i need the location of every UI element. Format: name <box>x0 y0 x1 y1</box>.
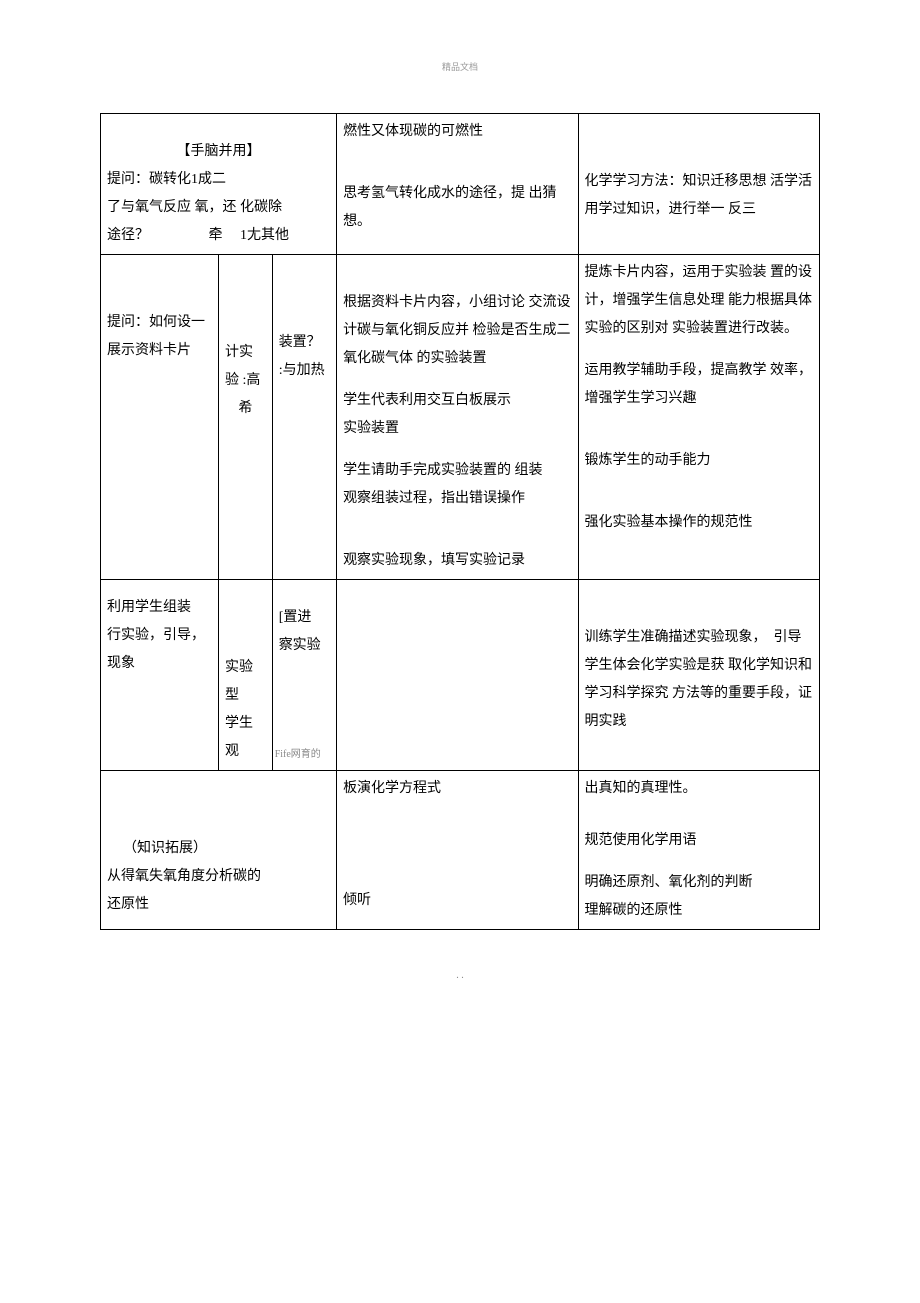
text-line: [置进 <box>279 604 330 632</box>
text-line: 思考氢气转化成水的途径，提 出猜想。 <box>343 180 571 236</box>
text-line: :与加热 <box>279 357 330 385</box>
text-line: 学生观 <box>225 710 266 766</box>
cell-sub-b: 装置？ :与加热 <box>272 255 336 580</box>
text-line: 运用教学辅助手段，提高教学 效率，增强学生学习兴趣 <box>585 357 813 413</box>
text-line: 从得氧失氧角度分析碳的 <box>107 863 330 891</box>
cell-teacher-activity: 燃性又体现碳的可燃性 【手脑并用】 提问：碳转化1成二 了与氧气反应 氧，还 化… <box>101 114 337 255</box>
text-line: 观察组装过程，指出错误操作 <box>343 485 571 513</box>
text-line: 提炼卡片内容，运用于实验装 置的设计，增强学生信息处理 能力根据具体实验的区别对… <box>585 259 813 343</box>
text-line: 学生请助手完成实验装置的 组装 <box>343 457 571 485</box>
text-line: 板演化学方程式 <box>343 775 571 803</box>
cell-design-intent: 提炼卡片内容，运用于实验装 置的设计，增强学生信息处理 能力根据具体实验的区别对… <box>578 255 819 580</box>
text-line: 理解碳的还原性 <box>585 897 813 925</box>
cell-teacher-activity: 利用学生组装 行实验，引导， 现象 <box>101 580 219 771</box>
cell-student-activity: 根据资料卡片内容，小组讨论 交流设计碳与氧化铜反应并 检验是否生成二氧化碳气体 … <box>337 255 578 580</box>
text-line: 训练学生准确描述实验现象， 引导学生体会化学实验是获 取化学知识和学习科学探究 … <box>585 624 813 736</box>
text-line: 利用学生组装 <box>107 594 212 622</box>
header-watermark: 精品文档 <box>100 60 820 73</box>
text-line: 验 :高 <box>225 367 266 395</box>
text-line: 出真知的真理性。 <box>585 775 813 803</box>
footnote-text: Fife <box>275 749 291 760</box>
cell-sub-b: [置进 察实验 Fife网育的 <box>272 580 336 771</box>
lesson-plan-table: 燃性又体现碳的可燃性 【手脑并用】 提问：碳转化1成二 了与氧气反应 氧，还 化… <box>100 113 820 930</box>
text-line: 提问：碳转化1成二 <box>107 166 330 194</box>
text-line: 倾听 <box>343 887 571 915</box>
text-line: 计实 <box>225 339 266 367</box>
text-line: 【手脑并用】 <box>107 138 330 166</box>
footer-mark: . . <box>100 970 820 981</box>
text-line: 学生代表利用交互白板展示 <box>343 387 571 415</box>
cell-sub-a: 实验型 学生观 <box>219 580 273 771</box>
cell-teacher-activity: 提问：如何设一 展示资料卡片 <box>101 255 219 580</box>
text-line: 实验装置 <box>343 415 571 443</box>
text-line: 还原性 <box>107 891 330 919</box>
table-row: 利用学生组装 行实验，引导， 现象 实验型 学生观 [置进 察实验 Fife网育… <box>101 580 820 771</box>
text-line: 察实验 <box>279 632 330 660</box>
cell-student-activity: 燃性又体现碳的可燃性 思考氢气转化成水的途径，提 出猜想。 <box>337 114 578 255</box>
cell-sub-a: 计实 验 :高 希 <box>219 255 273 580</box>
text-line: 化学学习方法：知识迁移思想 活学活用学过知识，进行举一 反三 <box>585 168 813 224</box>
text-line: 强化实验基本操作的规范性 <box>585 509 813 537</box>
text-line: 根据资料卡片内容，小组讨论 交流设计碳与氧化铜反应并 检验是否生成二氧化碳气体 … <box>343 289 571 373</box>
cell-student-activity: 板演化学方程式 倾听 <box>337 771 578 930</box>
text-line: 行实验，引导， <box>107 622 212 650</box>
text-line: 明确还原剂、氧化剂的判断 <box>585 869 813 897</box>
cell-design-intent: 化学学习方法：知识迁移思想 活学活用学过知识，进行举一 反三 <box>578 114 819 255</box>
table-row: 燃性又体现碳的可燃性 【手脑并用】 提问：碳转化1成二 了与氧气反应 氧，还 化… <box>101 114 820 255</box>
table-row: （知识拓展） 从得氧失氧角度分析碳的 还原性 板演化学方程式 倾听 出真知的真理… <box>101 771 820 930</box>
text-line: （知识拓展） <box>107 835 330 863</box>
document-page: 精品文档 燃性又体现碳的可燃性 【手脑并用】 提问：碳转化1成二 了与氧气反应 … <box>0 0 920 1041</box>
text-line: 实验型 <box>225 654 266 710</box>
text-line: 途径？ 牵 1尢其他 <box>107 222 330 250</box>
text-line: 观察实验现象，填写实验记录 <box>343 547 571 575</box>
text-line: 规范使用化学用语 <box>585 827 813 855</box>
text-line: 展示资料卡片 <box>107 337 212 365</box>
table-row: 提问：如何设一 展示资料卡片 计实 验 :高 希 装置？ :与加热 根据资料卡片… <box>101 255 820 580</box>
text-line: 燃性又体现碳的可燃性 <box>343 118 571 146</box>
text-line: 现象 <box>107 650 212 678</box>
text-line: 装置？ <box>279 329 330 357</box>
text-line: 了与氧气反应 氧，还 化碳除 <box>107 194 330 222</box>
cell-teacher-activity: （知识拓展） 从得氧失氧角度分析碳的 还原性 <box>101 771 337 930</box>
footnote-text: 网育的 <box>291 749 321 760</box>
cell-design-intent: 训练学生准确描述实验现象， 引导学生体会化学实验是获 取化学知识和学习科学探究 … <box>578 580 819 771</box>
text-line: 提问：如何设一 <box>107 309 212 337</box>
text-line: 锻炼学生的动手能力 <box>585 447 813 475</box>
text-line: 希 <box>225 395 266 423</box>
cell-student-activity <box>337 580 578 771</box>
cell-design-intent: 出真知的真理性。 规范使用化学用语 明确还原剂、氧化剂的判断 理解碳的还原性 <box>578 771 819 930</box>
